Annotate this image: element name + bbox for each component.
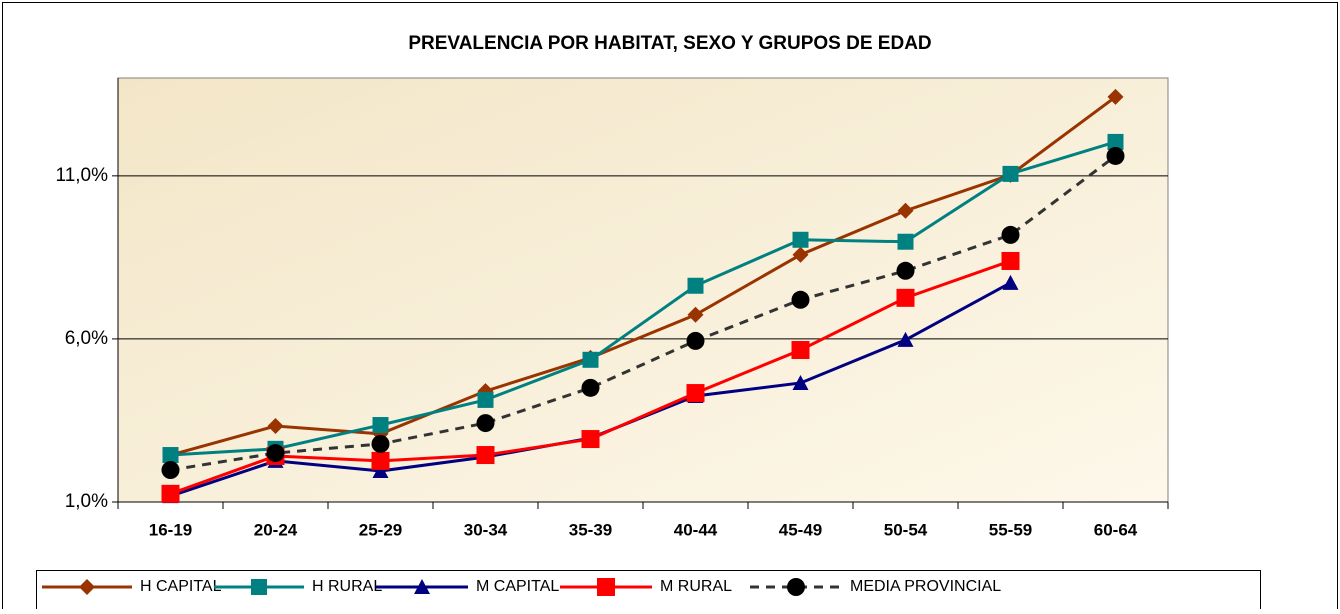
marker [897,233,914,250]
x-tick-label: 55-59 [989,520,1032,539]
marker [1002,274,1019,290]
series-line [170,95,1117,457]
marker [477,391,494,408]
legend-box [36,570,1261,614]
marker [372,417,389,434]
marker [581,430,600,449]
marker [897,331,914,347]
legend-label: H RURAL [312,578,382,595]
marker [581,378,600,397]
marker [896,288,915,307]
legend-label: MEDIA PROVINCIAL [850,578,1001,595]
marker [897,202,914,219]
x-tick-label: 25-29 [359,520,402,539]
marker [687,277,704,294]
x-tick-label: 40-44 [674,520,718,539]
marker [371,434,390,453]
marker [792,231,809,248]
marker [686,331,705,350]
x-tick-label: 50-54 [884,520,928,539]
marker [1106,146,1125,165]
marker [476,414,495,433]
marker [267,418,284,435]
marker [161,484,180,503]
marker [1002,165,1019,182]
marker [597,578,615,596]
legend-label: M RURAL [660,578,732,595]
marker [1107,88,1124,105]
x-tick-label: 60-64 [1094,520,1138,539]
marker [79,579,95,595]
marker [791,290,810,309]
marker [787,578,805,596]
marker [372,463,389,479]
series-line [170,154,1117,472]
x-tick-label: 20-24 [254,520,298,539]
marker [161,461,180,480]
x-tick-label: 16-19 [149,520,192,539]
marker [792,374,809,390]
marker [162,447,179,464]
legend-label: M CAPITAL [476,578,559,595]
x-tick-label: 35-39 [569,520,612,539]
marker [1107,133,1124,150]
marker [1001,225,1020,244]
marker [414,579,430,594]
marker [266,444,285,463]
y-tick-label: 1,0% [65,491,108,512]
y-tick-label: 6,0% [65,328,108,349]
x-tick-label: 30-34 [464,520,508,539]
marker [476,446,495,465]
marker [686,384,705,403]
marker [371,451,390,470]
marker [792,246,809,263]
marker [791,341,810,360]
legend-label: H CAPITAL [140,578,222,595]
plot-area [117,77,1169,503]
x-tick-label: 45-49 [779,520,822,539]
y-tick-label: 11,0% [56,165,109,186]
chart-title: PREVALENCIA POR HABITAT, SEXO Y GRUPOS D… [408,33,931,54]
marker [1001,251,1020,270]
marker [582,351,599,368]
series-line [170,140,1116,457]
marker [251,579,267,595]
marker [896,261,915,280]
marker [687,306,704,323]
